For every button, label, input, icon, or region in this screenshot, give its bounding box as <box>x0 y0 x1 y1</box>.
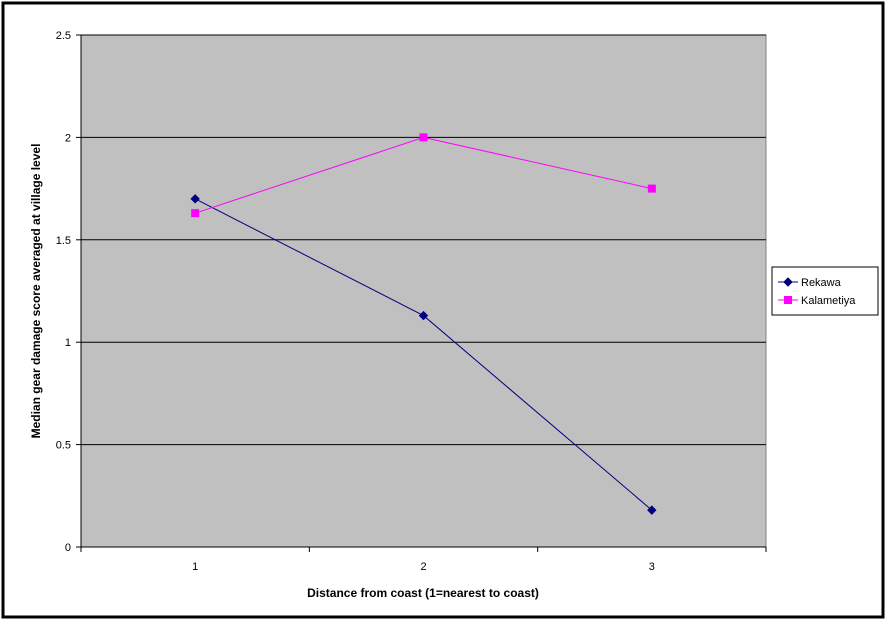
kalametiya-point <box>647 184 656 193</box>
plot-area <box>80 34 767 548</box>
legend-swatch-marker <box>783 277 793 287</box>
x-tick-label: 2 <box>420 561 426 573</box>
series-rekawa <box>190 194 657 515</box>
x-axis-title: Distance from coast (1=nearest to coast) <box>307 586 539 600</box>
y-tick-label: 1 <box>65 337 71 349</box>
rekawa-point <box>647 505 657 515</box>
series-kalametiya <box>191 133 656 218</box>
y-tick-label: 2 <box>65 132 71 144</box>
x-tick-label: 3 <box>649 561 655 573</box>
y-tick-label: 1.5 <box>56 235 71 247</box>
legend-swatch-marker <box>784 296 792 304</box>
kalametiya-point <box>191 209 200 218</box>
rekawa-point <box>190 194 200 204</box>
kalametiya-point <box>419 133 428 142</box>
legend-box <box>771 266 879 316</box>
series-lines <box>190 133 657 515</box>
y-axis-title: Median gear damage score averaged at vil… <box>29 144 43 439</box>
axes <box>80 35 766 548</box>
legend-label: Rekawa <box>801 277 842 289</box>
legend-label: Kalametiya <box>801 295 856 307</box>
rekawa-point <box>418 310 429 321</box>
y-tick-label: 2.5 <box>56 30 71 42</box>
y-tick-label: 0 <box>65 542 71 554</box>
legend-item-kalametiya: Kalametiya <box>778 295 856 307</box>
y-axis-ticks: 0 0.5 1 1.5 2 2.5 <box>56 30 81 554</box>
legend-items: Rekawa Kalametiya <box>778 277 856 307</box>
gridlines <box>81 34 766 446</box>
legend-item-rekawa: Rekawa <box>778 277 842 289</box>
x-tick-label: 1 <box>192 561 198 573</box>
y-tick-label: 0.5 <box>56 440 71 452</box>
legend: Rekawa Kalametiya <box>771 266 879 316</box>
x-axis-ticks: 1 2 3 <box>80 547 767 573</box>
